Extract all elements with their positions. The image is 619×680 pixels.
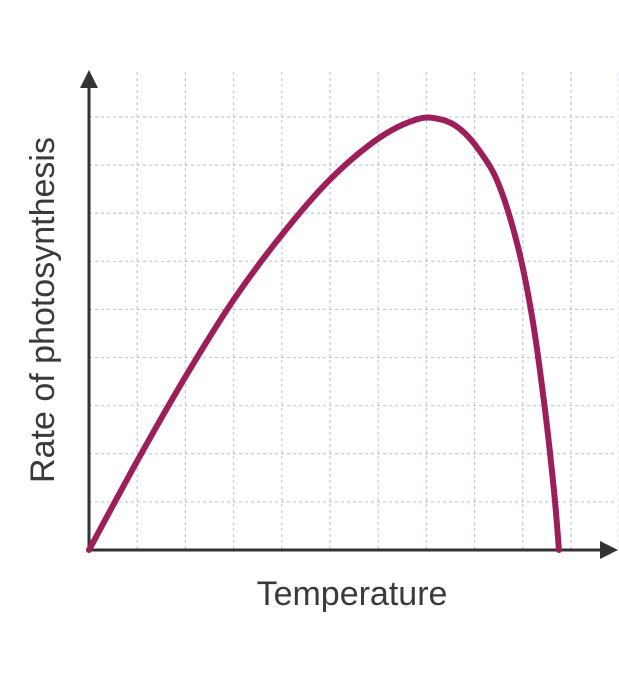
axes — [80, 70, 618, 559]
x-axis-label: Temperature — [257, 575, 448, 613]
x-axis-arrow — [600, 541, 618, 559]
y-axis-label: Rate of photosynthesis — [24, 137, 62, 483]
y-axis-arrow — [80, 70, 98, 88]
grid — [89, 72, 619, 550]
series-line-0 — [86, 114, 562, 553]
